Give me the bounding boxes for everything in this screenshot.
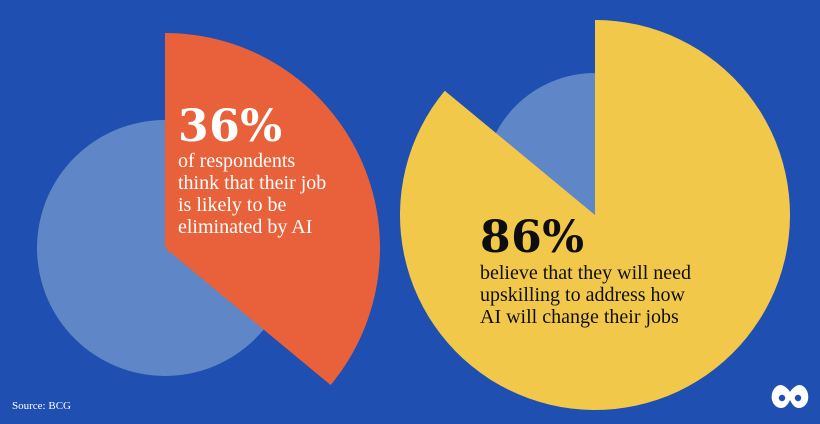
left-stat-description: of respondents think that their job is l… xyxy=(178,150,327,238)
right-stat-block: 86% believe that they will need upskilli… xyxy=(480,212,692,329)
visual-capitalist-logo-icon xyxy=(771,384,809,408)
source-note: Source: BCG xyxy=(12,400,71,412)
left-pie-slice-36 xyxy=(165,33,381,386)
left-stat-block: 36% of respondents think that their job … xyxy=(178,101,327,239)
right-stat-description: believe that they will need upskilling t… xyxy=(480,262,692,328)
left-stat-value: 36% xyxy=(178,101,283,152)
right-stat-value: 86% xyxy=(480,212,585,263)
right-pie-slice-86 xyxy=(399,20,790,411)
